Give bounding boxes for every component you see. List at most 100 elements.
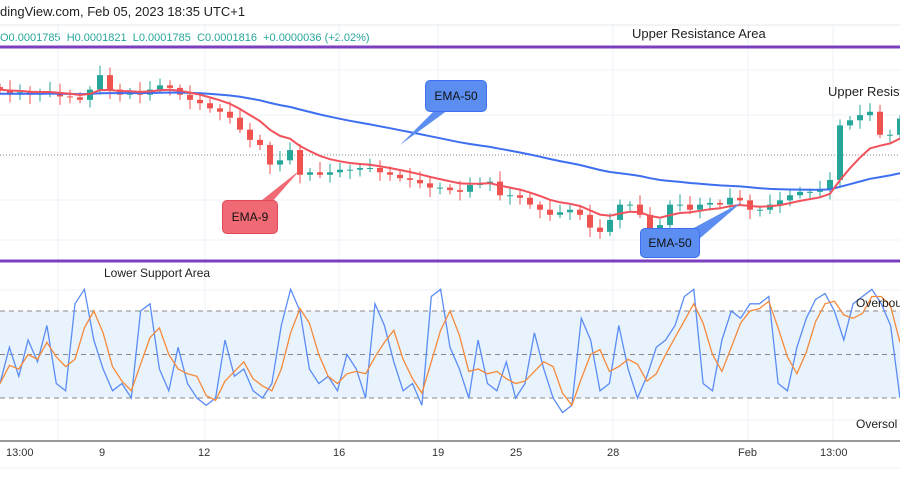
candle-body: [417, 179, 423, 184]
candle-body: [277, 160, 283, 165]
candle-body: [347, 169, 353, 171]
high-value: H0.0001821: [66, 32, 127, 44]
candle-body: [827, 179, 833, 191]
x-tick: 9: [99, 447, 106, 459]
stoch-k-line: [0, 287, 900, 414]
candle-body: [97, 75, 103, 90]
candle-body: [687, 204, 693, 210]
candle-body: [897, 118, 900, 135]
candle-body: [287, 150, 293, 161]
candle-body: [677, 204, 683, 206]
candle-body: [807, 191, 813, 193]
candle-body: [377, 167, 383, 173]
x-tick: 13:00: [6, 447, 34, 459]
candle-body: [527, 197, 533, 205]
candle-body: [357, 167, 363, 170]
x-tick: 13:00: [820, 447, 848, 459]
candle-body: [187, 94, 193, 100]
candle-body: [367, 167, 373, 169]
ema50-callout-bottom: EMA-50: [640, 228, 700, 258]
candle-body: [547, 209, 553, 215]
candle-body: [617, 204, 623, 220]
candle-body: [337, 169, 343, 173]
candle-body: [107, 75, 113, 90]
upper-resistance-right-label: Upper Resist: [828, 84, 900, 99]
candle-body: [887, 134, 893, 136]
candle-body: [537, 204, 543, 210]
candle-body: [607, 219, 613, 232]
candle-body: [847, 120, 853, 126]
candle-body: [457, 190, 463, 192]
candle-body: [77, 97, 83, 100]
candle-body: [777, 200, 783, 205]
candle-body: [707, 202, 713, 205]
x-tick: 12: [198, 447, 211, 459]
ema9-callout: EMA-9: [222, 200, 278, 234]
candle-body: [797, 191, 803, 196]
candle-body: [67, 96, 73, 98]
ema50-line: [0, 91, 900, 191]
close-value: C0.0001816: [197, 32, 257, 44]
candle-body: [267, 144, 273, 165]
candle-body: [467, 185, 473, 192]
candle-body: [387, 172, 393, 175]
upper-resistance-label: Upper Resistance Area: [632, 26, 766, 41]
candle-body: [407, 178, 413, 180]
candle-body: [727, 197, 733, 205]
x-tick: 16: [333, 447, 346, 459]
overbought-label: Overbou: [856, 296, 900, 310]
lower-support-label: Lower Support Area: [104, 266, 211, 280]
ema50-callout-pointer: [690, 202, 742, 240]
ema9-callout-pointer: [262, 170, 300, 202]
candle-body: [597, 227, 603, 232]
candle-body: [207, 103, 213, 109]
candle-body: [737, 197, 743, 201]
candle-body: [157, 85, 163, 90]
ema9-line: [0, 88, 900, 219]
candle-body: [497, 181, 503, 196]
candle-body: [857, 115, 863, 121]
ohlc-readout: O0.0001785 H0.0001821 L0.0001785 C0.0001…: [0, 32, 370, 44]
candle-body: [837, 125, 843, 180]
candle-body: [657, 225, 663, 231]
candle-body: [7, 89, 13, 95]
candle-body: [197, 99, 203, 104]
candle-body: [0, 87, 3, 90]
candle-body: [647, 214, 653, 231]
candle-body: [217, 108, 223, 112]
candle-body: [507, 195, 513, 197]
ema50-callout-pointer: [400, 110, 448, 145]
candle-body: [517, 195, 523, 198]
candle-body: [787, 195, 793, 201]
candle-body: [877, 111, 883, 135]
ema50-callout-top: EMA-50: [425, 80, 487, 112]
oversold-label: Oversol: [856, 417, 898, 431]
x-tick: 28: [607, 447, 620, 459]
candle-body: [697, 204, 703, 210]
candle-body: [257, 139, 263, 145]
x-tick: Feb: [738, 447, 757, 459]
candle-body: [227, 111, 233, 118]
chart-source-timestamp: dingView.com, Feb 05, 2023 18:35 UTC+1: [0, 4, 246, 19]
change-value: +0.0000036 (+2.02%): [263, 32, 370, 44]
low-value: L0.0001785: [132, 32, 191, 44]
candle-body: [577, 209, 583, 215]
candle-body: [437, 187, 443, 189]
candle-body: [557, 212, 563, 215]
candle-body: [317, 172, 323, 175]
candle-body: [247, 129, 253, 140]
candle-body: [397, 174, 403, 179]
candle-body: [237, 117, 243, 130]
open-value: O0.0001785: [0, 32, 61, 44]
candle-body: [427, 183, 433, 188]
candle-body: [587, 214, 593, 228]
candle-body: [867, 111, 873, 116]
candle-body: [637, 204, 643, 215]
candle-body: [817, 190, 823, 192]
candle-body: [447, 187, 453, 191]
candle-body: [627, 204, 633, 206]
x-tick: 19: [432, 447, 445, 459]
candle-body: [757, 209, 763, 211]
candle-body: [327, 172, 333, 175]
